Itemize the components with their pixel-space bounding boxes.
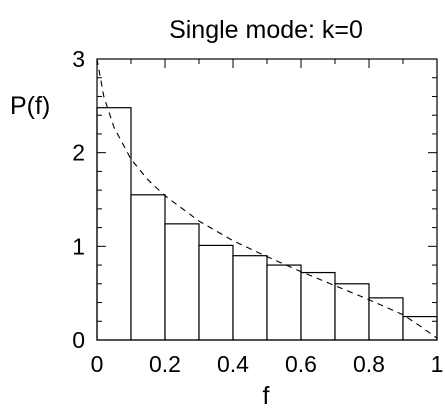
y-tick-label: 3 [72, 46, 85, 72]
histogram-bars [96, 107, 438, 341]
x-tick-label: 0 [91, 351, 104, 377]
x-tick-label: 0.8 [353, 351, 385, 377]
x-tick-label: 0.2 [149, 351, 181, 377]
y-tick-label: 2 [72, 140, 85, 166]
dashed-curve [96, 58, 438, 339]
x-axis-label: f [263, 382, 270, 410]
x-tick-label: 0.6 [285, 351, 317, 377]
histogram-bar [266, 264, 302, 341]
y-tick-label: 0 [72, 327, 85, 353]
chart-title: Single mode: k=0 [169, 16, 363, 44]
histogram-bar [96, 107, 132, 341]
y-axis-label: P(f) [10, 92, 50, 120]
histogram-bar [300, 271, 336, 341]
x-tick-label: 1 [431, 351, 444, 377]
x-tick-label: 0.4 [217, 351, 249, 377]
histogram-bar [402, 315, 438, 341]
histogram-bar [232, 255, 268, 341]
histogram-bar [164, 223, 200, 341]
histogram-bar [130, 194, 166, 341]
y-tick-label: 1 [72, 233, 85, 259]
histogram-bar [198, 244, 234, 341]
tick-labels: 0 0.2 0.4 0.6 0.8 1 0 1 2 3 [72, 46, 443, 377]
histogram-bar [368, 297, 404, 341]
plot-frame [96, 58, 438, 341]
